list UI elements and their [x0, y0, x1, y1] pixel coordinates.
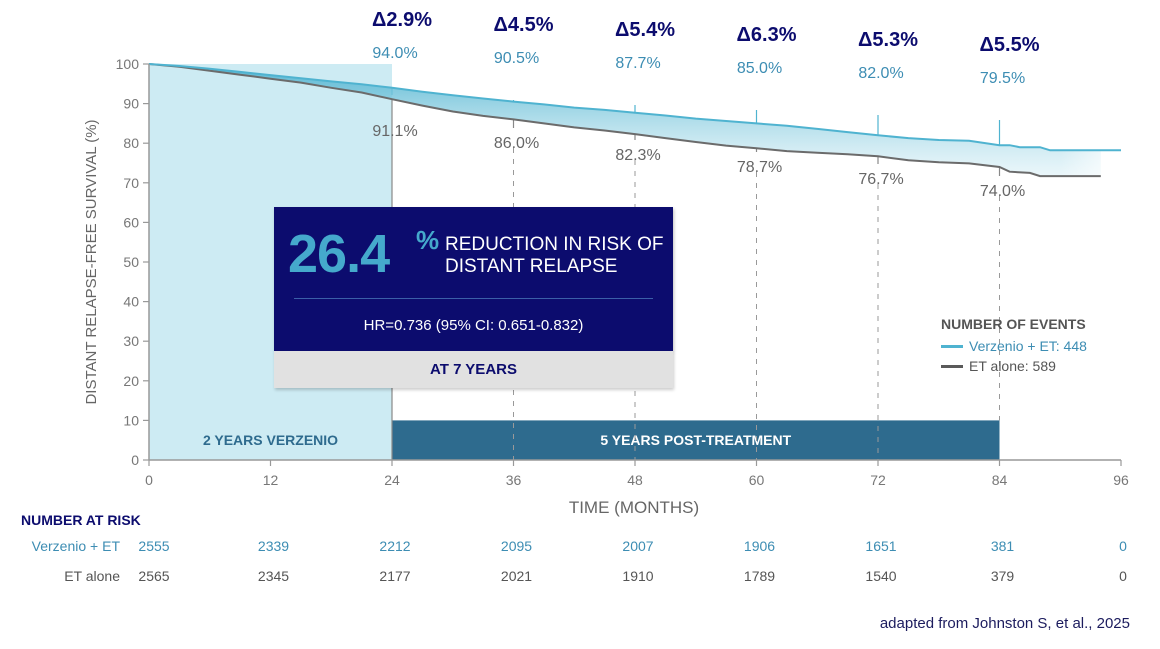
- legend-swatch: [941, 364, 963, 368]
- risk-cell: 1540: [865, 568, 897, 584]
- x-tick-label: 96: [1113, 472, 1129, 488]
- risk-cell: 2007: [622, 538, 654, 554]
- legend: NUMBER OF EVENTS Verzenio + ET: 448 ET a…: [941, 316, 1087, 376]
- delta-label: Δ4.5%: [494, 14, 554, 36]
- phase-label: 5 YEARS POST-TREATMENT: [600, 432, 791, 448]
- risk-cell: 2212: [379, 538, 411, 554]
- risk-cell: 2339: [257, 538, 290, 554]
- delta-label: Δ5.3%: [858, 29, 918, 51]
- y-tick-label: 20: [123, 373, 139, 389]
- hazard-ratio-box: 26.4 % REDUCTION IN RISK OF DISTANT RELA…: [274, 207, 673, 351]
- x-tick-label: 0: [145, 472, 153, 488]
- y-tick-label: 0: [131, 452, 139, 468]
- x-tick-label: 36: [506, 472, 522, 488]
- et-value-label: 86.0%: [494, 135, 539, 152]
- y-tick-label: 30: [123, 333, 139, 349]
- verzenio-value-label: 87.7%: [615, 55, 660, 72]
- x-axis-label: TIME (MONTHS): [569, 498, 699, 517]
- percent-sign: %: [416, 225, 440, 255]
- risk-cell: 2021: [500, 568, 533, 584]
- risk-cell: 1910: [622, 568, 654, 584]
- y-tick-label: 90: [123, 96, 139, 112]
- verzenio-value-label: 94.0%: [372, 45, 417, 62]
- y-tick-label: 60: [123, 214, 139, 230]
- et-value-label: 78.7%: [737, 159, 782, 176]
- risk-row-label: ET alone: [64, 568, 120, 584]
- y-axis-label: DISTANT RELAPSE-FREE SURVIVAL (%): [83, 119, 100, 404]
- legend-item-verzenio: Verzenio + ET: 448: [941, 336, 1087, 356]
- post-treatment-band: [392, 420, 1000, 460]
- y-tick-label: 80: [123, 135, 139, 151]
- legend-label: Verzenio + ET: 448: [969, 338, 1087, 354]
- risk-cell: 379: [990, 568, 1015, 584]
- x-tick-label: 84: [992, 472, 1008, 488]
- et-alone-curve: [148, 63, 1101, 178]
- legend-label: ET alone: 589: [969, 358, 1056, 374]
- y-tick-label: 10: [123, 412, 139, 428]
- risk-row-label: Verzenio + ET: [31, 538, 120, 554]
- citation: adapted from Johnston S, et al., 2025: [879, 615, 1130, 632]
- delta-label: Δ6.3%: [737, 24, 797, 46]
- delta-label: Δ2.9%: [372, 9, 432, 31]
- risk-cell: 2177: [379, 568, 411, 584]
- risk-cell: 0: [1119, 538, 1127, 554]
- risk-cell: 2565: [138, 568, 170, 584]
- delta-label: Δ5.5%: [980, 34, 1040, 56]
- delta-label: Δ5.4%: [615, 19, 675, 41]
- risk-reduction-text: REDUCTION IN RISK OF DISTANT RELAPSE: [445, 234, 664, 277]
- timepoint-label: AT 7 YEARS: [274, 351, 673, 388]
- risk-cell: 381: [990, 538, 1015, 554]
- risk-cell: 1789: [743, 568, 776, 584]
- y-tick-label: 40: [123, 294, 139, 310]
- x-tick-label: 12: [263, 472, 279, 488]
- legend-item-et: ET alone: 589: [941, 356, 1087, 376]
- verzenio-value-label: 82.0%: [858, 65, 903, 82]
- verzenio-value-label: 85.0%: [737, 60, 782, 77]
- x-tick-label: 48: [627, 472, 643, 488]
- y-tick-label: 50: [123, 254, 139, 270]
- x-tick-label: 24: [384, 472, 400, 488]
- verzenio-value-label: 79.5%: [980, 70, 1025, 87]
- y-tick-label: 100: [116, 56, 140, 72]
- risk-cell: 2345: [257, 568, 290, 584]
- et-value-label: 91.1%: [372, 123, 417, 140]
- legend-swatch: [941, 344, 963, 348]
- legend-title: NUMBER OF EVENTS: [941, 316, 1086, 332]
- y-tick-label: 70: [123, 175, 139, 191]
- hazard-ratio-text: HR=0.736 (95% CI: 0.651-0.832): [363, 317, 584, 334]
- x-tick-label: 72: [870, 472, 886, 488]
- verzenio-value-label: 90.5%: [494, 50, 539, 67]
- risk-table-title: NUMBER AT RISK: [21, 512, 141, 528]
- phase-label: 2 YEARS VERZENIO: [203, 432, 338, 448]
- number-at-risk-table: NUMBER AT RISK Verzenio + ET 2555 2339 2212…: [0, 512, 1160, 592]
- risk-reduction-value: 26.4: [288, 224, 390, 284]
- risk-cell: 1906: [743, 538, 776, 554]
- risk-cell: 0: [1119, 568, 1127, 584]
- et-value-label: 74.0%: [980, 183, 1025, 200]
- risk-cell: 2555: [138, 538, 170, 554]
- divider: [294, 298, 653, 299]
- verzenio-et-curve: [148, 63, 1121, 152]
- et-value-label: 76.7%: [858, 171, 903, 188]
- area-fade: [878, 103, 1121, 203]
- et-value-label: 82.3%: [615, 147, 660, 164]
- risk-cell: 2095: [500, 538, 533, 554]
- risk-cell: 1651: [865, 538, 897, 554]
- x-tick-label: 60: [749, 472, 765, 488]
